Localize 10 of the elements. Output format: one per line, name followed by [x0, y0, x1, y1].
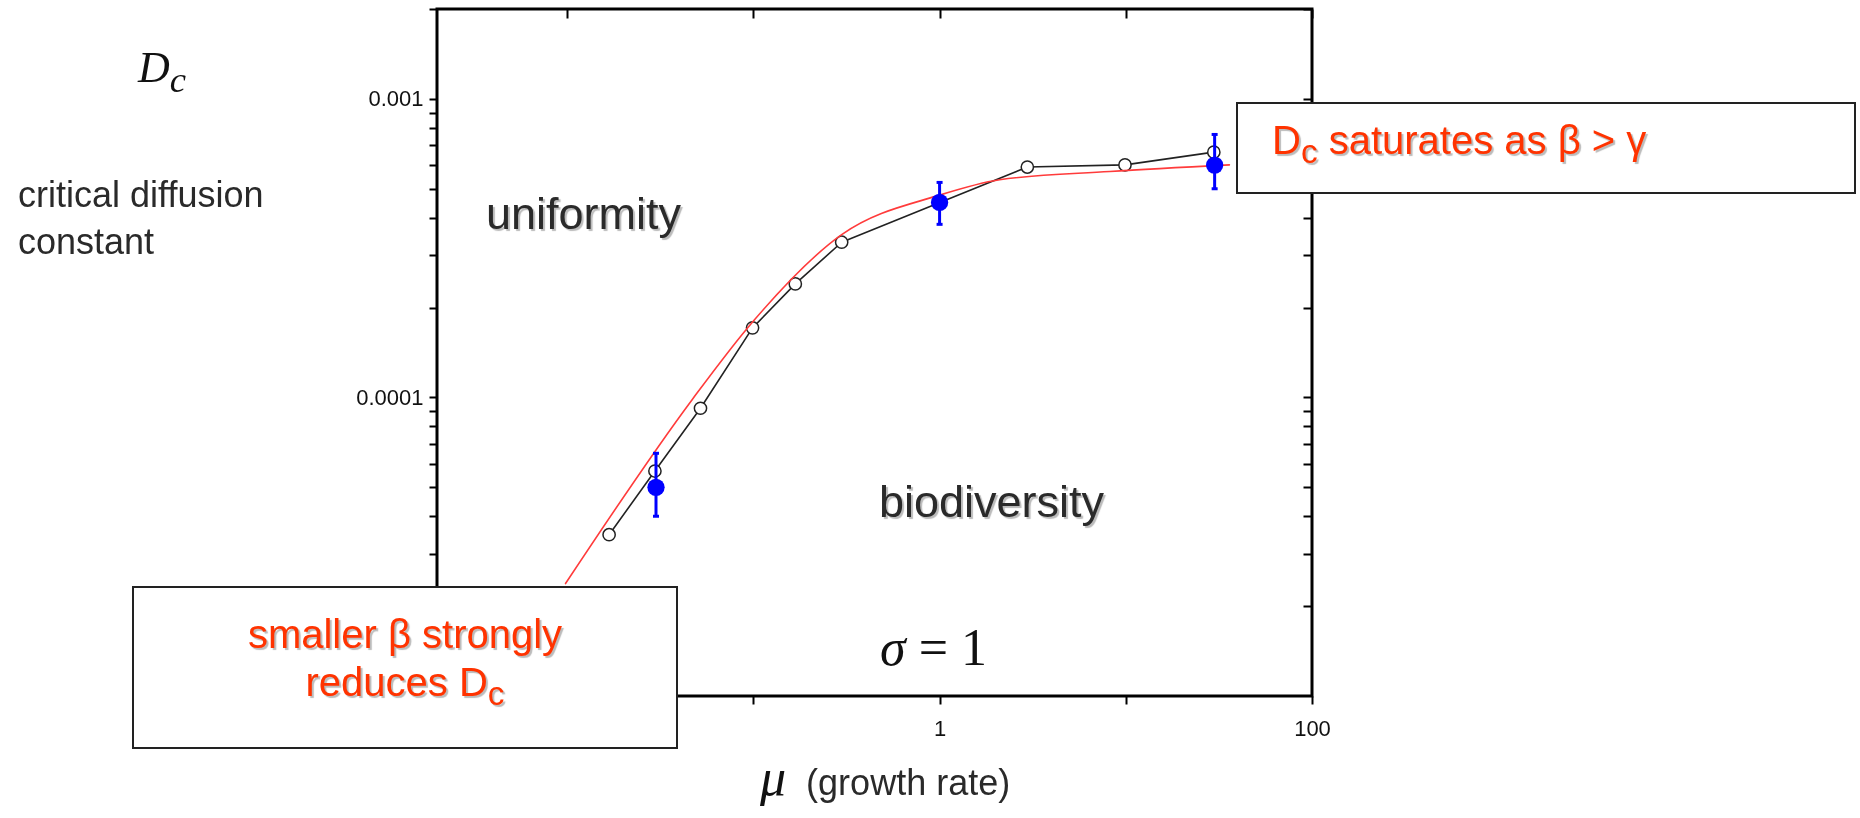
x-axis-title: μ (growth rate) — [760, 749, 1011, 806]
annotation: σ = 1 — [880, 619, 987, 676]
y-axis-title: D$_{c}$ — [138, 42, 187, 101]
y-tick-label: 0.0001 — [356, 384, 424, 410]
annotation: uniformity — [486, 188, 682, 240]
y-tick-label: 0.001 — [368, 86, 424, 112]
x-tick-label: 1 — [933, 715, 947, 741]
annotation: biodiversity — [879, 476, 1105, 528]
text: critical diffusion constant — [18, 173, 265, 264]
x-tick-label: 100 — [1294, 715, 1331, 741]
